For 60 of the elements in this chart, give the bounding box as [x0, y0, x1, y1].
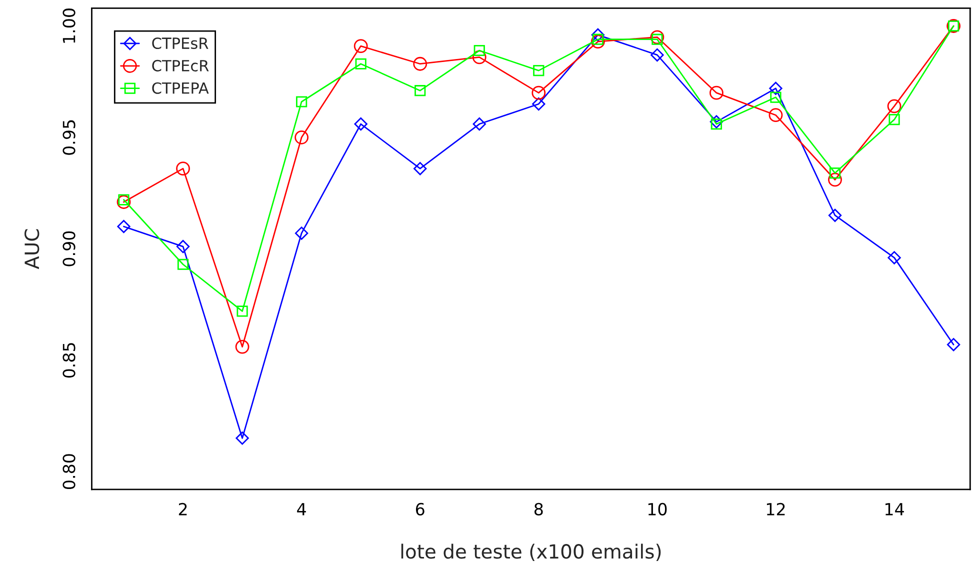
- point: [533, 65, 544, 76]
- point: [828, 208, 842, 222]
- point: [590, 34, 605, 49]
- point: [177, 258, 189, 270]
- x-tick-label: 6: [416, 502, 424, 516]
- point: [355, 58, 366, 70]
- x-tick-label: 4: [297, 503, 306, 516]
- point: [474, 44, 485, 56]
- point: [710, 118, 722, 130]
- legend-label: CTPEPA: [152, 82, 209, 94]
- point: [770, 92, 782, 103]
- point: [117, 220, 130, 234]
- point: [532, 86, 546, 100]
- point: [296, 96, 308, 108]
- point: [710, 86, 724, 100]
- x-tick-label: 14: [886, 503, 904, 516]
- point: [710, 115, 724, 128]
- x-tick-label: 8: [534, 502, 543, 516]
- legend-label: CTPEcR: [152, 60, 209, 72]
- point: [768, 108, 783, 122]
- x-tick-label: 2: [178, 502, 187, 516]
- point: [236, 432, 249, 445]
- point: [294, 130, 309, 144]
- y-axis-title: AUC: [24, 229, 40, 270]
- y-tick-label: 0.95: [62, 120, 76, 155]
- point: [235, 340, 250, 354]
- point: [591, 28, 605, 42]
- point: [887, 99, 902, 114]
- point: [414, 85, 426, 96]
- point: [946, 338, 960, 352]
- point: [532, 97, 546, 111]
- point: [118, 194, 130, 206]
- point: [829, 167, 841, 179]
- point: [652, 34, 663, 45]
- x-axis-title: lote de teste (x100 emails): [401, 544, 661, 562]
- x-tick-label: 12: [766, 502, 785, 516]
- point: [354, 117, 368, 131]
- point: [472, 50, 486, 64]
- point: [888, 114, 900, 126]
- point: [294, 226, 308, 240]
- point: [176, 240, 190, 254]
- point: [769, 82, 782, 95]
- point: [650, 30, 664, 44]
- y-tick-label: 0.90: [62, 231, 76, 266]
- y-tick-label: 1.00: [62, 8, 76, 43]
- point: [176, 162, 190, 176]
- point: [888, 251, 901, 264]
- legend-label: CTPEsR: [152, 37, 208, 50]
- point: [236, 306, 248, 317]
- point: [414, 162, 427, 176]
- y-tick-label: 0.80: [62, 454, 76, 490]
- point: [650, 48, 664, 62]
- point: [592, 34, 604, 45]
- x-tick-label: 10: [648, 502, 667, 516]
- point: [116, 195, 131, 209]
- point: [472, 117, 486, 131]
- y-tick-label: 0.85: [62, 343, 76, 378]
- point: [413, 56, 428, 71]
- point: [828, 172, 842, 187]
- point: [354, 39, 368, 53]
